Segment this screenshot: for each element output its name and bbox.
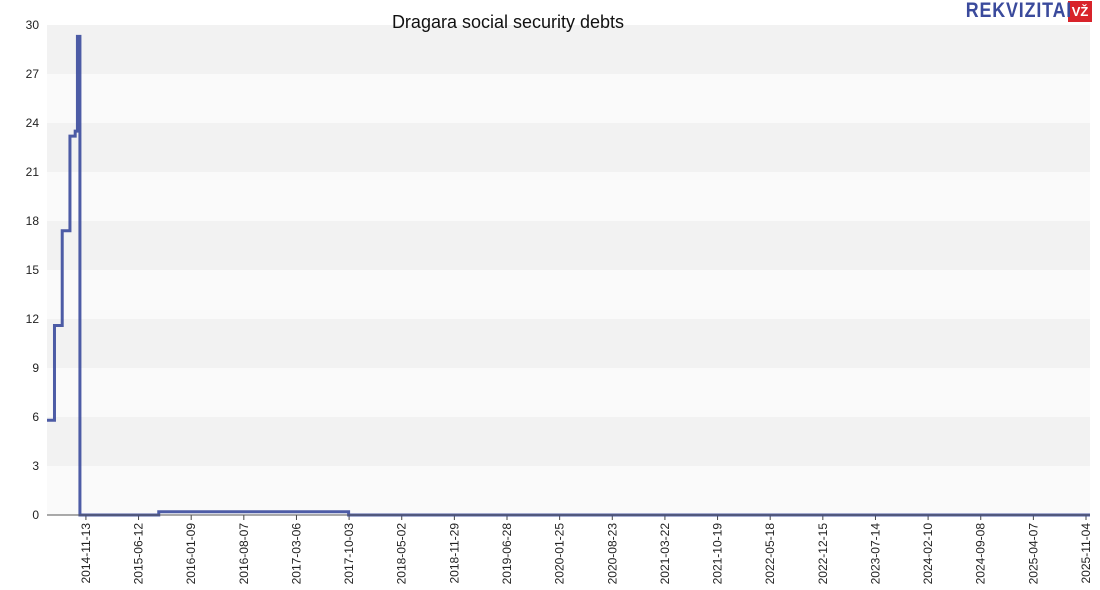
y-axis: 0 3 6 9 12 15 18 21 24 27 30 xyxy=(26,18,40,522)
grid-band xyxy=(47,270,1090,319)
brand-logo[interactable]: REKVIZITAI VŽ xyxy=(947,0,1092,22)
x-tick-label: 2017-10-03 xyxy=(342,523,356,585)
x-tick-label: 2022-12-15 xyxy=(816,523,830,585)
grid-bands xyxy=(47,25,1090,515)
grid-band xyxy=(47,25,1090,74)
y-tick-label: 6 xyxy=(32,410,39,424)
grid-band xyxy=(47,172,1090,221)
x-tick-label: 2024-09-08 xyxy=(974,523,988,585)
y-tick-label: 0 xyxy=(32,508,39,522)
x-tick-label: 2019-06-28 xyxy=(500,523,514,585)
y-tick-label: 12 xyxy=(26,312,40,326)
logo-text: REKVIZITAI xyxy=(965,0,1072,22)
grid-band xyxy=(47,319,1090,368)
x-tick-label: 2017-03-06 xyxy=(289,523,303,585)
x-tick-label: 2015-06-12 xyxy=(132,523,146,585)
x-tick-label: 2021-10-19 xyxy=(711,523,725,585)
x-tick-label: 2024-02-10 xyxy=(921,523,935,585)
x-tick-label: 2016-08-07 xyxy=(237,523,251,585)
y-tick-label: 24 xyxy=(26,116,40,130)
x-tick-label: 2020-08-23 xyxy=(605,523,619,585)
series-line xyxy=(47,34,1090,517)
chart-title: Dragara social security debts xyxy=(391,12,625,32)
y-tick-label: 21 xyxy=(26,165,40,179)
x-axis: 2014-11-13 2015-06-12 2016-01-09 2016-08-07… xyxy=(79,515,1093,584)
grid-band xyxy=(47,368,1090,417)
y-tick-label: 3 xyxy=(32,459,39,473)
y-tick-label: 27 xyxy=(26,67,40,81)
logo-badge: VŽ xyxy=(1068,0,1092,22)
y-tick-label: 30 xyxy=(26,18,40,32)
grid-band xyxy=(47,123,1090,172)
y-tick-label: 18 xyxy=(26,214,40,228)
grid-band xyxy=(47,417,1090,466)
y-tick-label: 9 xyxy=(32,361,39,375)
x-tick-label: 2025-04-07 xyxy=(1026,523,1040,585)
x-tick-label: 2021-03-22 xyxy=(658,523,672,585)
series-lines xyxy=(47,34,1090,517)
grid-band xyxy=(47,221,1090,270)
x-tick-label: 2016-01-09 xyxy=(184,523,198,585)
x-tick-label: 2018-05-02 xyxy=(395,523,409,585)
x-tick-label: 2022-05-18 xyxy=(763,523,777,585)
y-tick-label: 15 xyxy=(26,263,40,277)
grid-band xyxy=(47,74,1090,123)
x-tick-label: 2020-01-25 xyxy=(553,523,567,585)
grid-band xyxy=(47,466,1090,515)
x-tick-label: 2023-07-14 xyxy=(868,523,882,585)
x-tick-label: 2018-11-29 xyxy=(447,523,461,584)
x-tick-label: 2025-11-04 xyxy=(1079,523,1093,584)
x-tick-label: 2014-11-13 xyxy=(79,523,93,584)
